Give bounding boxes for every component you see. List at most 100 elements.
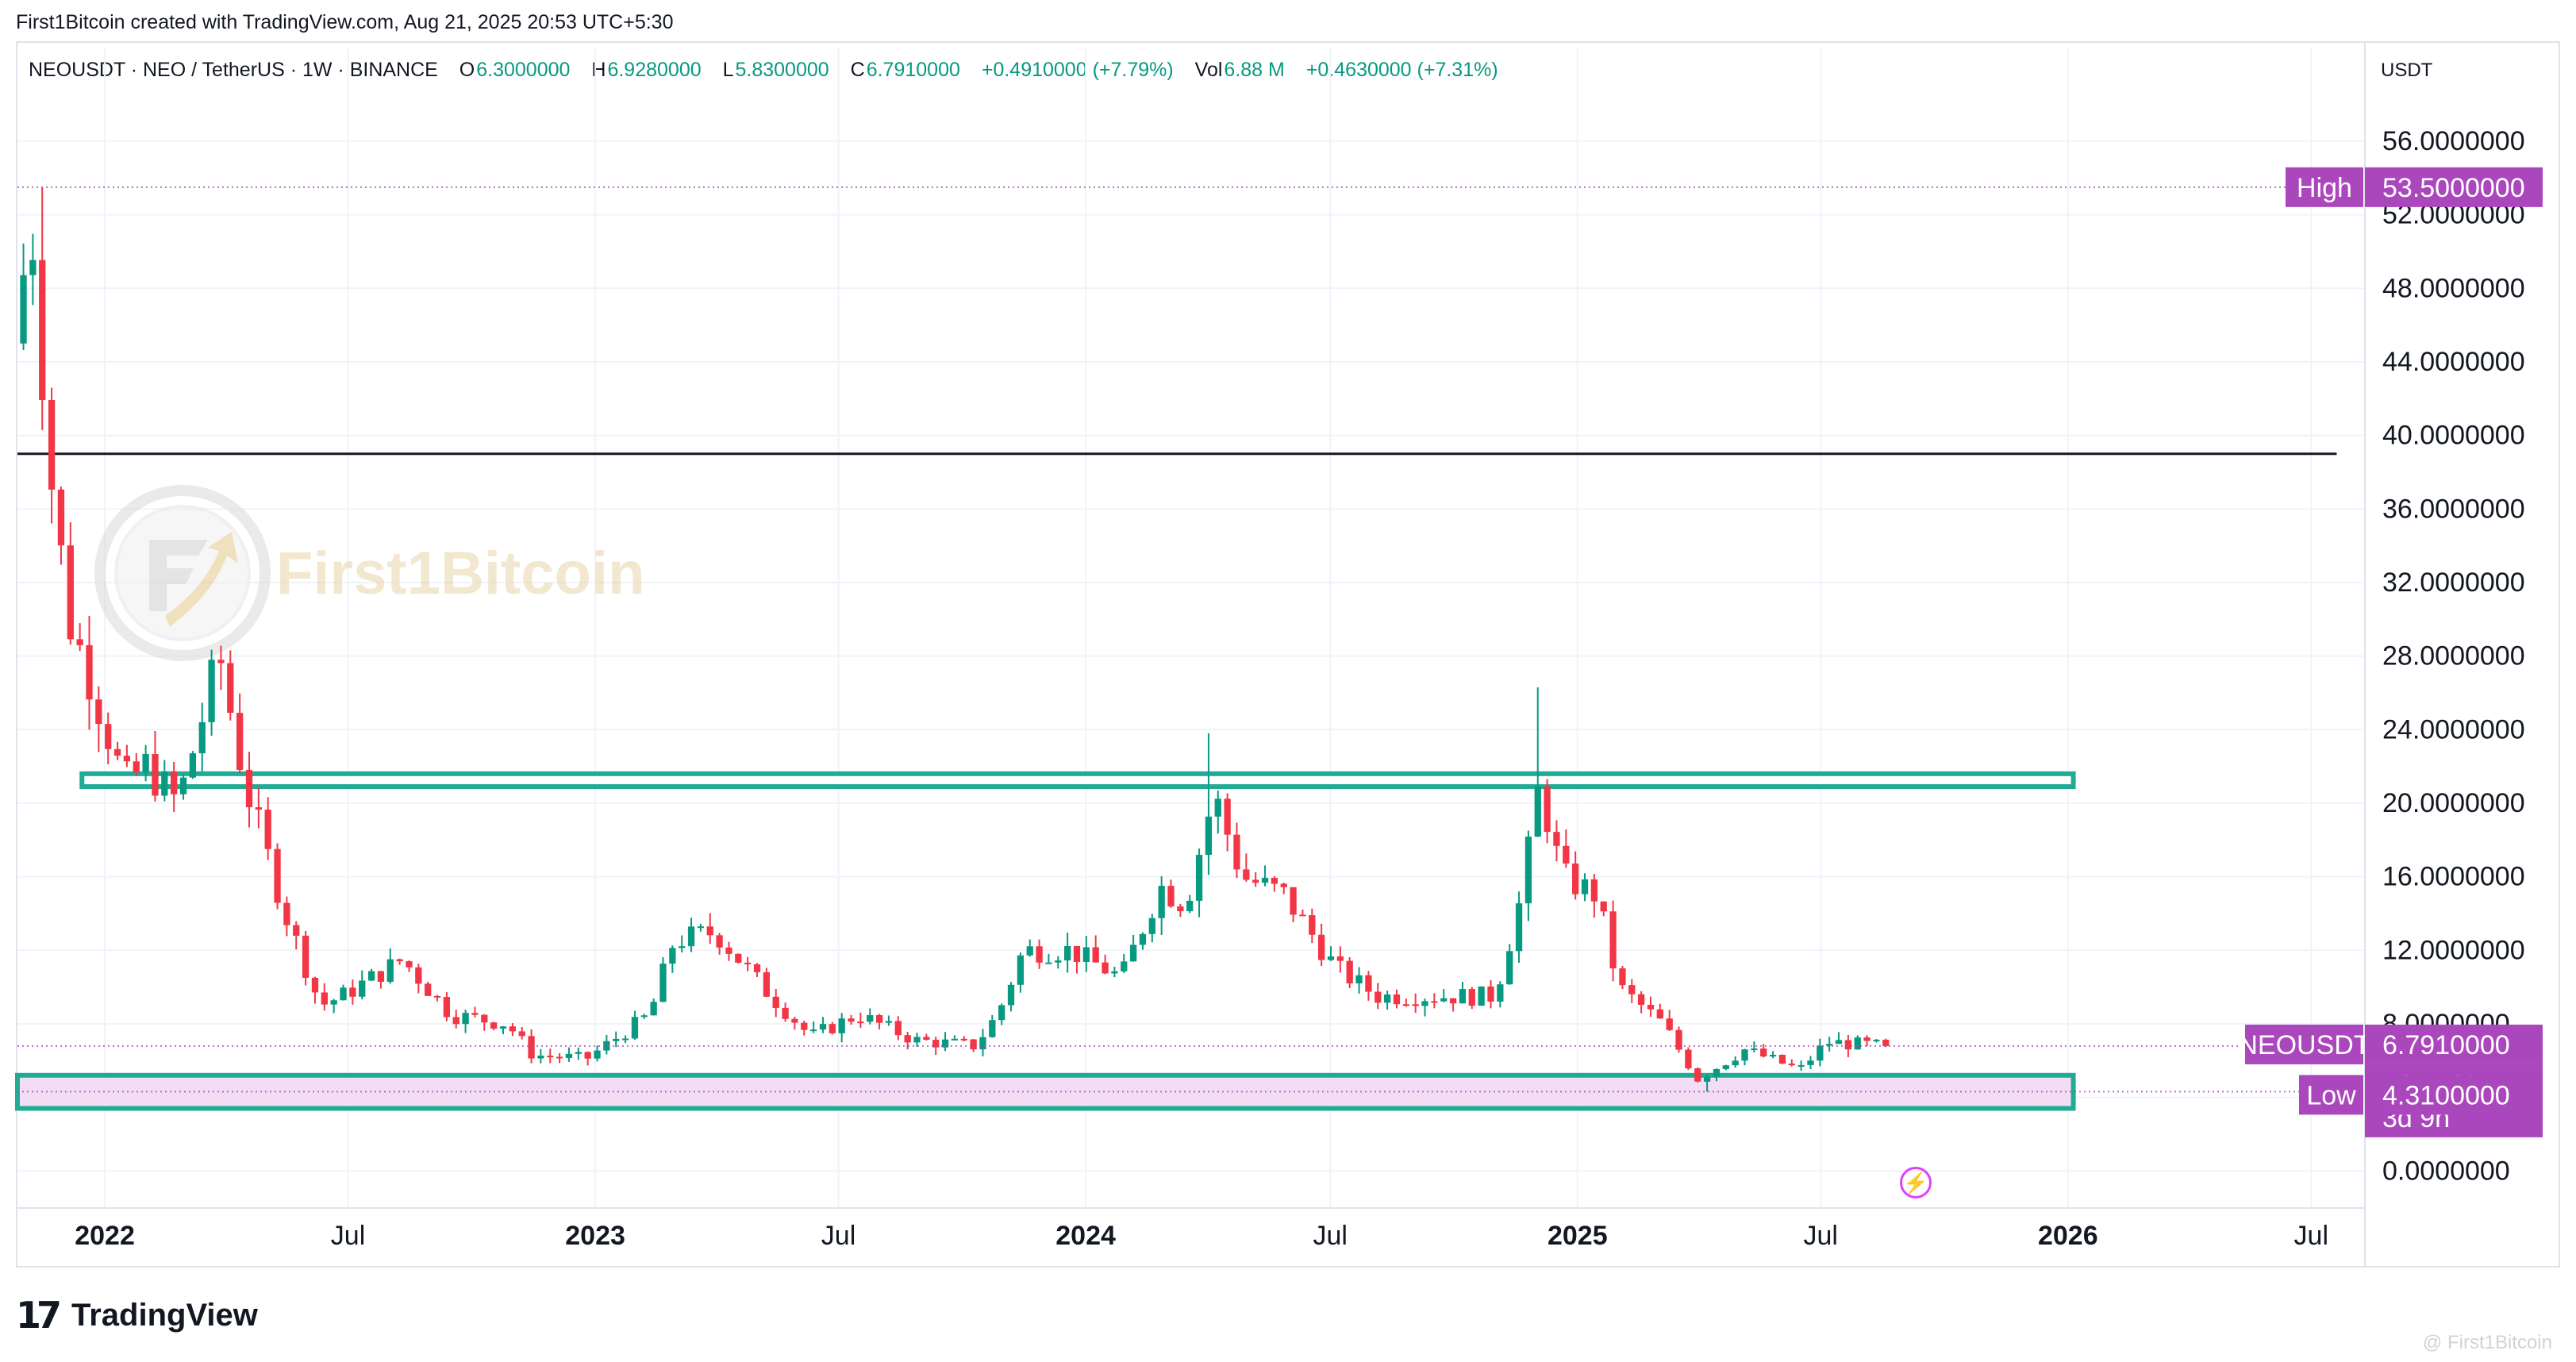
- candle[interactable]: [1732, 1056, 1739, 1068]
- candle[interactable]: [359, 970, 366, 1000]
- candle[interactable]: [659, 957, 667, 1002]
- candle[interactable]: [923, 1033, 930, 1041]
- candle[interactable]: [1506, 944, 1513, 985]
- candle[interactable]: [1675, 1026, 1682, 1053]
- candle[interactable]: [462, 1010, 469, 1033]
- candle[interactable]: [1073, 945, 1081, 974]
- candle[interactable]: [1440, 989, 1448, 1002]
- support-zone-box[interactable]: [15, 1072, 2076, 1111]
- candle[interactable]: [603, 1034, 610, 1055]
- candle[interactable]: [406, 960, 413, 972]
- candle[interactable]: [189, 751, 197, 779]
- candle[interactable]: [716, 933, 723, 955]
- candle[interactable]: [782, 1002, 789, 1022]
- candle[interactable]: [133, 752, 140, 776]
- candle[interactable]: [1092, 935, 1099, 963]
- candle[interactable]: [518, 1026, 525, 1040]
- candle[interactable]: [640, 1014, 648, 1019]
- resistance-zone-box[interactable]: [79, 771, 2076, 790]
- candle[interactable]: [547, 1048, 554, 1064]
- candle[interactable]: [179, 774, 187, 800]
- candle[interactable]: [340, 984, 347, 1001]
- candle[interactable]: [763, 968, 771, 998]
- candle[interactable]: [1628, 979, 1636, 1003]
- candle[interactable]: [867, 1008, 874, 1025]
- candle[interactable]: [1459, 982, 1467, 1004]
- candle[interactable]: [857, 1012, 864, 1028]
- low-price-label[interactable]: Low 4.3100000: [2299, 1075, 2543, 1115]
- candle[interactable]: [1063, 933, 1071, 973]
- candle[interactable]: [1572, 851, 1579, 900]
- candle[interactable]: [236, 693, 244, 774]
- candle[interactable]: [433, 995, 441, 1002]
- candle[interactable]: [1186, 895, 1194, 914]
- candle[interactable]: [1102, 954, 1109, 975]
- candle[interactable]: [537, 1048, 544, 1064]
- candle[interactable]: [471, 1006, 479, 1018]
- candle[interactable]: [1666, 1010, 1673, 1031]
- candle[interactable]: [1722, 1064, 1729, 1071]
- candle[interactable]: [594, 1045, 601, 1062]
- candle[interactable]: [1478, 986, 1485, 1006]
- candle[interactable]: [1788, 1059, 1795, 1067]
- candle[interactable]: [227, 650, 234, 721]
- candle[interactable]: [1336, 946, 1344, 973]
- candle[interactable]: [367, 968, 375, 982]
- candle[interactable]: [1402, 998, 1409, 1007]
- candle[interactable]: [1224, 793, 1231, 852]
- candle[interactable]: [1656, 1003, 1663, 1019]
- candle[interactable]: [1045, 953, 1052, 964]
- candle[interactable]: [302, 931, 310, 986]
- candle[interactable]: [1148, 914, 1155, 943]
- candle[interactable]: [161, 760, 168, 802]
- candle[interactable]: [1778, 1054, 1786, 1065]
- candle[interactable]: [481, 1014, 488, 1031]
- candle[interactable]: [330, 998, 337, 1014]
- candle[interactable]: [86, 615, 93, 730]
- tradingview-logo[interactable]: 17 TradingView: [16, 1294, 258, 1337]
- lightning-icon[interactable]: ⚡: [1900, 1167, 1932, 1198]
- candle[interactable]: [217, 645, 225, 691]
- candle[interactable]: [1261, 865, 1269, 887]
- candle[interactable]: [198, 702, 206, 772]
- candle[interactable]: [283, 896, 290, 937]
- candle[interactable]: [753, 963, 761, 978]
- candle[interactable]: [29, 233, 37, 306]
- candle[interactable]: [697, 923, 705, 932]
- candle[interactable]: [1412, 993, 1419, 1014]
- candle[interactable]: [499, 1025, 507, 1034]
- candle[interactable]: [1854, 1035, 1861, 1050]
- candle[interactable]: [819, 1017, 827, 1033]
- candle[interactable]: [772, 988, 779, 1018]
- candle[interactable]: [1421, 998, 1428, 1017]
- candle[interactable]: [1741, 1048, 1748, 1066]
- candle[interactable]: [1637, 991, 1645, 1014]
- candle[interactable]: [1431, 993, 1438, 1009]
- candle[interactable]: [509, 1022, 517, 1037]
- candle[interactable]: [1375, 983, 1382, 1010]
- candle[interactable]: [932, 1037, 940, 1056]
- candle[interactable]: [556, 1052, 563, 1064]
- candle[interactable]: [1817, 1038, 1824, 1067]
- candle[interactable]: [1449, 998, 1457, 1012]
- candle[interactable]: [801, 1021, 808, 1036]
- candle[interactable]: [245, 752, 253, 828]
- candle[interactable]: [1346, 957, 1353, 988]
- candle[interactable]: [67, 521, 74, 645]
- candle[interactable]: [894, 1016, 902, 1041]
- candle[interactable]: [904, 1032, 911, 1050]
- candle[interactable]: [1158, 876, 1165, 936]
- candle[interactable]: [490, 1022, 498, 1031]
- candle[interactable]: [20, 243, 27, 350]
- candle[interactable]: [1524, 830, 1532, 921]
- candle[interactable]: [621, 1035, 629, 1044]
- candle[interactable]: [425, 981, 432, 996]
- candle[interactable]: [669, 945, 676, 973]
- candle[interactable]: [735, 953, 742, 964]
- candle[interactable]: [1797, 1060, 1805, 1072]
- candle[interactable]: [1017, 952, 1025, 993]
- candle[interactable]: [1751, 1041, 1758, 1052]
- candle[interactable]: [105, 712, 112, 764]
- candle[interactable]: [1647, 996, 1655, 1018]
- candle[interactable]: [979, 1029, 986, 1056]
